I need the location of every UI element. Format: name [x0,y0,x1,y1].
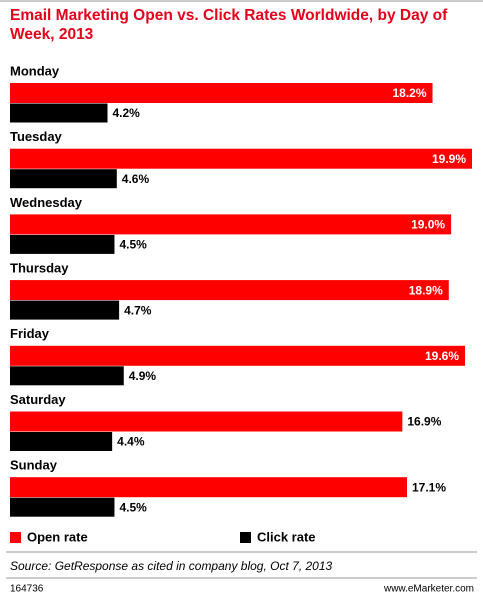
bar [10,497,115,517]
bar [10,280,449,301]
value-label: 4.6% [122,172,150,186]
value-label: 19.6% [425,349,459,363]
website: www.eMarketer.com [383,584,474,595]
bar [10,345,466,366]
bar [10,432,113,451]
bar [10,169,117,189]
value-label: 4.7% [124,303,152,317]
category-label: Wednesday [10,195,83,210]
bar [10,477,407,498]
legend-label: Open rate [27,529,88,544]
value-label: 18.9% [409,283,443,297]
value-label: 19.0% [411,218,445,232]
category-label: Saturday [10,392,66,407]
bar [10,103,108,123]
value-label: 4.9% [129,369,157,383]
category-label: Monday [10,63,60,78]
category-label: Sunday [10,458,58,473]
category-label: Thursday [10,261,69,276]
value-label: 4.5% [119,238,147,252]
bar [10,300,120,320]
bar [10,411,403,432]
value-label: 16.9% [407,415,441,429]
bar [10,214,452,235]
value-label: 4.2% [113,106,141,120]
value-label: 4.4% [117,435,145,449]
bar [10,83,433,103]
chart-title: Email Marketing Open vs. Click Rates Wor… [10,7,448,43]
category-label: Tuesday [10,129,63,144]
value-label: 19.9% [432,152,466,166]
legend-swatch [10,532,21,543]
bar [10,148,472,169]
category-label: Friday [10,326,50,341]
source: Source: GetResponse as cited in company … [10,559,333,573]
value-label: 4.5% [119,500,147,514]
value-label: 17.1% [412,480,446,494]
legend-swatch [240,532,251,543]
chart-id: 164736 [10,584,44,595]
bar [10,234,115,254]
bar [10,366,124,386]
value-label: 18.2% [393,86,427,100]
legend-label: Click rate [257,529,316,544]
